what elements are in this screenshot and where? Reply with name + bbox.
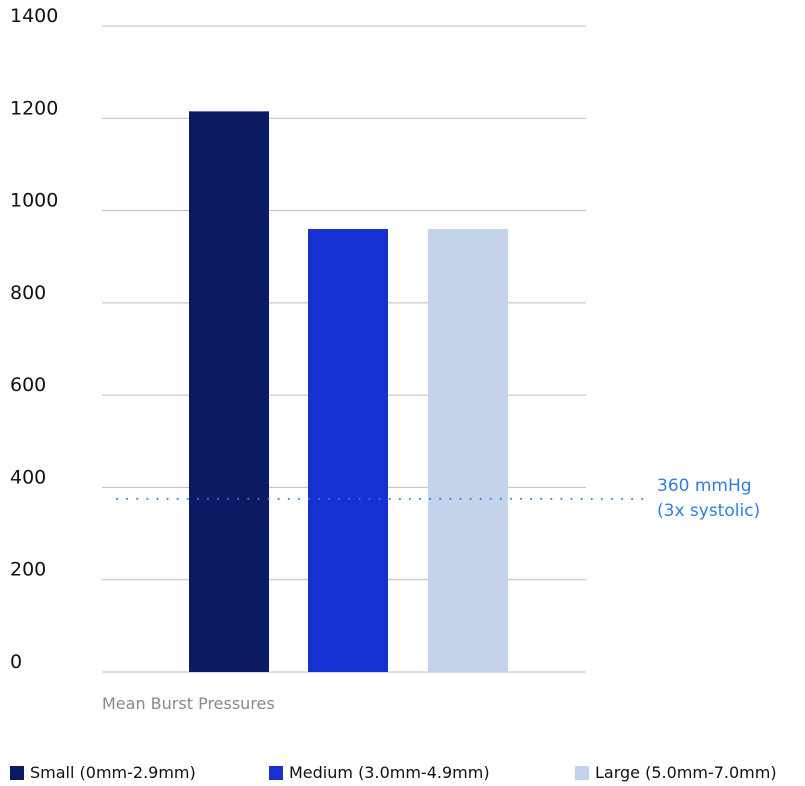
legend-label: Medium (3.0mm-4.9mm) xyxy=(289,763,490,782)
bar-large xyxy=(428,229,508,672)
reference-line-group: 360 mmHg (3x systolic) xyxy=(116,476,760,521)
y-tick-label: 200 xyxy=(10,559,46,581)
legend-item-medium: Medium (3.0mm-4.9mm) xyxy=(269,763,490,782)
y-tick-label: 1000 xyxy=(10,190,58,212)
bar-chart: 0 200 400 600 800 1000 1200 1400 360 mmHg (3x sy… xyxy=(10,5,760,713)
y-tick-label: 800 xyxy=(10,282,46,304)
y-tick-label: 0 xyxy=(10,651,22,673)
legend: Small (0mm-2.9mm) Medium (3.0mm-4.9mm) Lar… xyxy=(0,763,805,785)
y-tick-label: 400 xyxy=(10,466,46,488)
y-axis-ticks: 0 200 400 600 800 1000 1200 1400 xyxy=(10,5,58,673)
y-tick-label: 1200 xyxy=(10,97,58,119)
reference-label-note: (3x systolic) xyxy=(657,501,760,521)
legend-item-large: Large (5.0mm-7.0mm) xyxy=(575,763,777,782)
reference-label-value: 360 mmHg xyxy=(657,476,752,496)
x-axis-label: Mean Burst Pressures xyxy=(102,694,275,713)
legend-swatch xyxy=(269,765,283,780)
legend-swatch xyxy=(10,765,24,780)
y-tick-label: 600 xyxy=(10,374,46,396)
bars xyxy=(189,111,508,673)
legend-item-small: Small (0mm-2.9mm) xyxy=(10,763,196,782)
bar-small xyxy=(189,111,269,673)
y-tick-label: 1400 xyxy=(10,5,58,27)
legend-label: Large (5.0mm-7.0mm) xyxy=(595,763,777,782)
legend-label: Small (0mm-2.9mm) xyxy=(30,763,196,782)
bar-medium xyxy=(308,229,388,672)
legend-swatch xyxy=(575,765,589,780)
